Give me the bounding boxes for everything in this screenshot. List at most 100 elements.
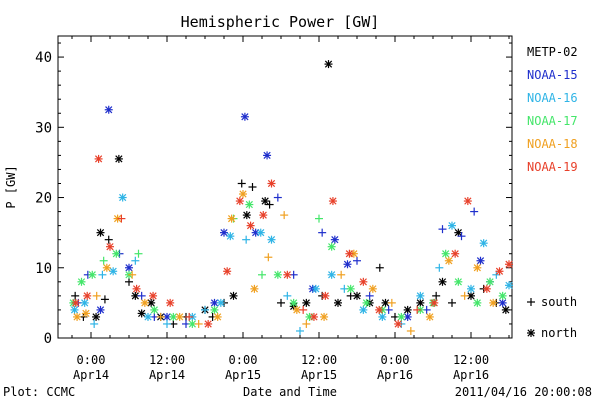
data-point (413, 305, 422, 314)
data-point (240, 112, 249, 121)
y-tick-label: 20 (35, 191, 52, 207)
data-point (476, 256, 485, 265)
data-point (263, 151, 272, 160)
data-point (451, 249, 460, 258)
data-point (71, 298, 80, 307)
data-point (261, 197, 270, 206)
y-tick-10: 10 (35, 261, 512, 277)
data-point (125, 263, 133, 272)
data-point (311, 284, 320, 293)
data-point (267, 235, 276, 244)
data-point (125, 277, 133, 286)
data-point (435, 263, 444, 272)
legend-entry: NOAA-18 (527, 137, 578, 151)
data-point (223, 267, 232, 276)
data-point (246, 221, 255, 230)
data-point (315, 214, 323, 223)
data-point (81, 309, 90, 318)
legend-entry: NOAA-16 (527, 91, 578, 105)
data-point (163, 319, 171, 328)
data-point (188, 319, 197, 328)
data-point (131, 256, 140, 265)
data-point (245, 200, 254, 209)
data-point (463, 197, 472, 206)
data-point (96, 305, 105, 314)
data-point (353, 256, 361, 265)
data-point (273, 193, 282, 202)
x-tick-date: Apr16 (377, 368, 413, 382)
data-point (343, 260, 352, 269)
data-point (375, 263, 384, 272)
x-tick-date: Apr14 (73, 368, 109, 382)
data-point (397, 312, 406, 321)
data-point (104, 105, 113, 114)
x-tick-date: Apr16 (453, 368, 489, 382)
data-point (448, 221, 456, 230)
data-point (330, 235, 339, 244)
y-tick-20: 20 (35, 191, 512, 207)
marker-legend-label: south (541, 295, 577, 309)
y-tick-label: 40 (35, 50, 52, 66)
data-point (73, 312, 82, 321)
data-point (226, 232, 235, 241)
data-point (265, 200, 274, 209)
data-point (137, 309, 146, 318)
x-tick-date: Apr14 (149, 368, 185, 382)
data-point (98, 270, 107, 279)
data-point (96, 228, 105, 237)
data-point (454, 277, 463, 286)
data-point (498, 291, 507, 300)
x-axis-ticks: 0:00Apr1412:00Apr140:00Apr1512:00Apr150:… (71, 36, 510, 382)
x-tick-time: 12:00 (453, 353, 489, 367)
data-point (250, 284, 259, 293)
data-point (457, 232, 466, 241)
data-point (403, 305, 412, 314)
x-tick-time: 0:00 (381, 353, 410, 367)
data-point (194, 319, 203, 328)
data-point (406, 326, 415, 335)
y-tick-label: 0 (44, 331, 52, 347)
legend-entry: NOAA-15 (527, 68, 578, 82)
data-point (134, 249, 143, 258)
data-point (416, 298, 425, 307)
data-point (381, 298, 390, 307)
data-point (277, 298, 285, 307)
marker-legend: south north (527, 295, 577, 340)
data-point (486, 277, 494, 286)
data-point (112, 249, 121, 258)
data-point (114, 154, 123, 163)
data-point (77, 277, 86, 286)
data-point (368, 284, 377, 293)
data-point (267, 179, 276, 188)
data-point (321, 291, 330, 300)
data-point (432, 291, 441, 300)
data-point (128, 270, 137, 279)
data-point (327, 242, 336, 251)
data-point (482, 284, 491, 293)
x-tick-time: 12:00 (301, 353, 337, 367)
data-point (258, 270, 266, 279)
data-point (216, 298, 225, 307)
data-point (256, 228, 265, 237)
data-point (248, 183, 257, 191)
data-point (302, 298, 311, 307)
data-point (210, 305, 219, 314)
data-point (264, 253, 273, 262)
y-tick-40: 40 (35, 50, 512, 66)
data-point (320, 312, 329, 321)
data-point (467, 284, 475, 293)
data-point (318, 228, 327, 237)
data-point (375, 305, 384, 314)
data-point (362, 298, 371, 307)
y-tick-0: 0 (44, 331, 512, 347)
data-point (473, 263, 482, 272)
data-point (302, 319, 311, 328)
y-axis-label: P [GW] (4, 165, 18, 208)
data-point (416, 291, 425, 300)
data-points (69, 60, 513, 335)
